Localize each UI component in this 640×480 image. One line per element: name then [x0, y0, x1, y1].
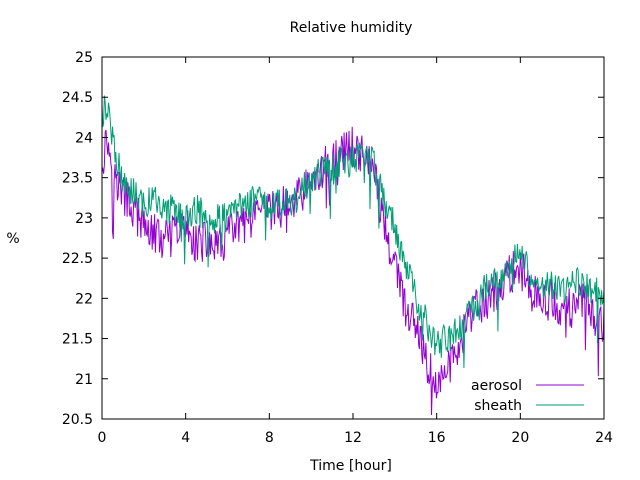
y-tick-label: 23 — [75, 211, 93, 227]
y-tick-label: 25 — [75, 50, 93, 66]
x-tick-label: 20 — [511, 430, 529, 446]
x-tick-label: 0 — [98, 430, 107, 446]
legend-label-sheath: sheath — [474, 398, 522, 414]
x-axis-label: Time [hour] — [309, 458, 392, 474]
y-tick-label: 22 — [75, 291, 93, 307]
series-line-sheath — [101, 95, 605, 369]
x-tick-label: 16 — [428, 430, 446, 446]
y-tick-label: 23.5 — [62, 171, 93, 187]
x-tick-label: 8 — [265, 430, 274, 446]
y-tick-label: 20.5 — [62, 412, 93, 428]
y-tick-label: 24 — [75, 130, 93, 146]
y-tick-label: 24.5 — [62, 90, 93, 106]
ticks-layer: 0 4 8 12 16 20 24 20.5 21 21.5 22 22.5 23 23.5 24 24.5 2… — [62, 50, 613, 446]
y-tick-label: 22.5 — [62, 251, 93, 267]
y-tick-label: 21 — [75, 372, 93, 388]
x-tick-label: 12 — [344, 430, 362, 446]
legend: aerosol sheath — [471, 378, 584, 414]
y-axis-label: % — [6, 231, 19, 247]
y-tick-label: 21.5 — [62, 332, 93, 348]
legend-label-aerosol: aerosol — [471, 378, 522, 394]
series-line-aerosol — [101, 126, 605, 416]
chart-title: Relative humidity — [290, 20, 413, 36]
x-tick-label: 24 — [595, 430, 613, 446]
series-layer — [101, 95, 605, 416]
x-tick-label: 4 — [181, 430, 190, 446]
